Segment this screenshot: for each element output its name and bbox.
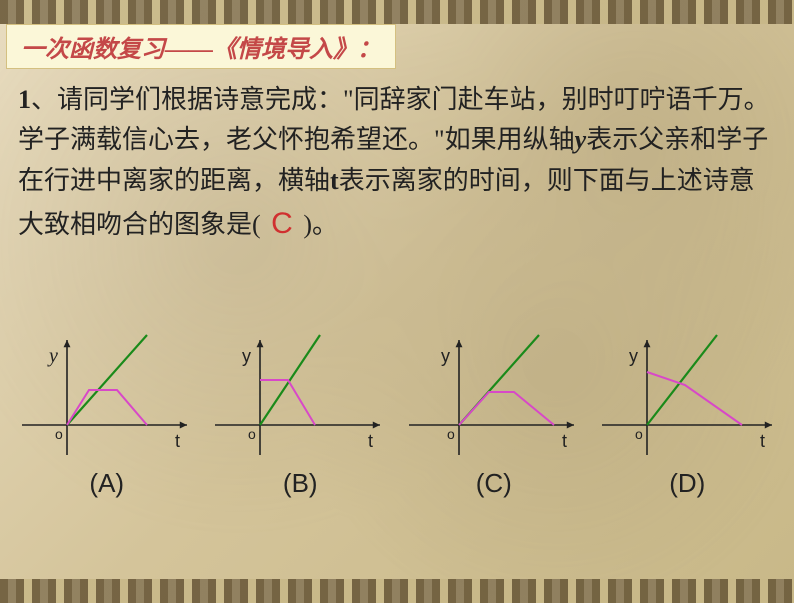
q-txt-4: 表示离家的时间，则下面与上述诗意 (339, 166, 755, 195)
svg-text:t: t (368, 431, 373, 451)
svg-text:t: t (562, 431, 567, 451)
answer-letter: C (267, 207, 297, 240)
svg-text:t: t (175, 431, 180, 451)
svg-text:y: y (441, 346, 450, 366)
svg-text:o: o (447, 426, 455, 442)
border-bottom (0, 579, 794, 603)
border-top (0, 0, 794, 24)
svg-text:y: y (242, 346, 251, 366)
chart-A: y t o (A) (17, 330, 197, 499)
chart-label: (C) (476, 468, 512, 499)
var-t: t (330, 166, 339, 195)
svg-text:t: t (760, 431, 765, 451)
q-txt-6: )。 (303, 210, 338, 239)
svg-text:o: o (55, 426, 63, 442)
chart-B: y t o (B) (210, 330, 390, 499)
chart-label: (A) (89, 468, 124, 499)
var-y: y (575, 125, 587, 154)
question-text: 1、请同学们根据诗意完成："同辞家门赴车站，别时叮咛语千万。学子满载信心去，老父… (18, 80, 776, 247)
svg-text:o: o (635, 426, 643, 442)
q-txt-2: 如果用纵轴 (445, 125, 575, 154)
chart-C: y t o (C) (404, 330, 584, 499)
svg-text:y: y (629, 346, 638, 366)
charts-row: y t o (A) y t o (B) y t o (C) y (0, 330, 794, 499)
svg-text:y: y (47, 345, 58, 367)
question-number: 1 (18, 85, 31, 114)
q-txt-1: 、请同学们根据诗意完成： (31, 85, 343, 114)
q-txt-5: 大致相吻合的图象是( (18, 210, 261, 239)
slide-title: 一次函数复习——《情境导入》： (6, 24, 396, 69)
chart-label: (B) (283, 468, 318, 499)
chart-label: (D) (669, 468, 705, 499)
svg-text:o: o (248, 426, 256, 442)
chart-D: y t o (D) (597, 330, 777, 499)
